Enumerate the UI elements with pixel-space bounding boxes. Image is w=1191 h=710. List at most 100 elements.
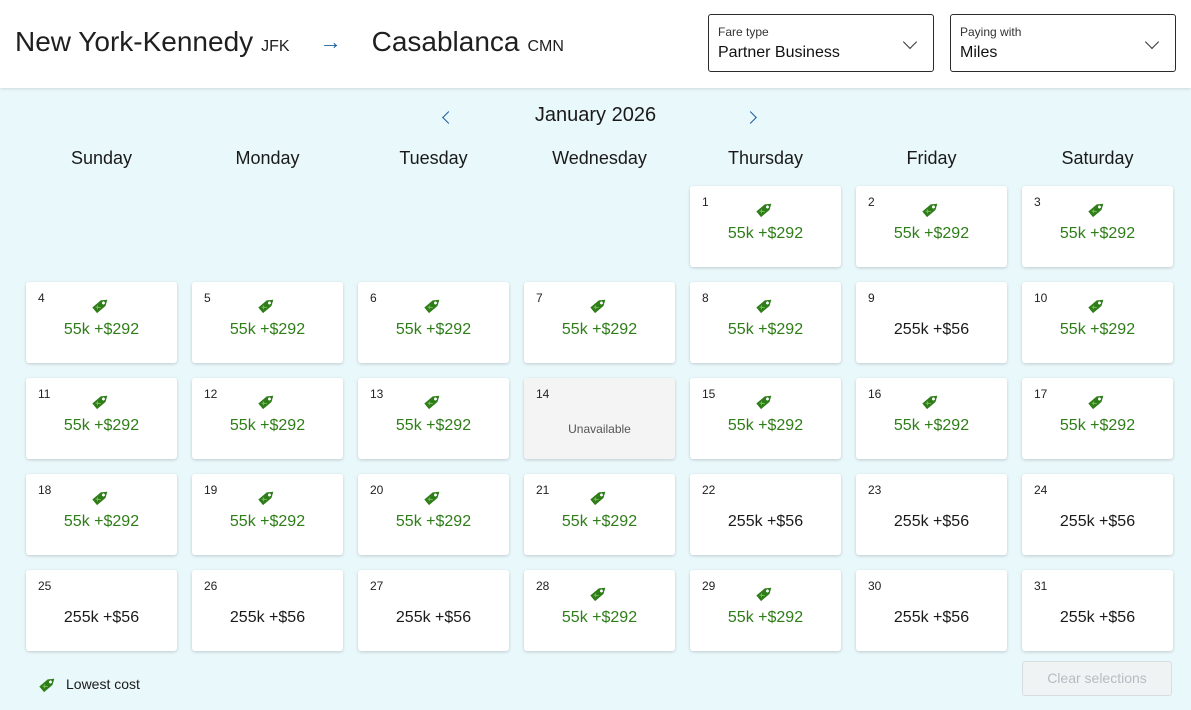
calendar-day-23[interactable]: 23 255k +$56: [856, 474, 1007, 555]
price-tag-icon: [258, 395, 274, 410]
calendar-day-6[interactable]: 6 55k +$292: [358, 282, 509, 363]
day-price: 55k +$292: [727, 609, 804, 626]
price-tag-icon: [92, 395, 108, 410]
day-number: 24: [1034, 483, 1048, 497]
previous-month-button[interactable]: [435, 106, 457, 128]
calendar-day-4[interactable]: 4 55k +$292: [26, 282, 177, 363]
calendar-day-10[interactable]: 10 55k +$292: [1022, 282, 1173, 363]
calendar-day-2[interactable]: 2 55k +$292: [856, 186, 1007, 267]
day-number: 19: [204, 483, 218, 497]
day-price: 55k +$292: [395, 417, 472, 434]
day-price: 255k +$56: [229, 609, 306, 626]
destination-code: CMN: [527, 38, 564, 55]
origin-city: New York-Kennedy: [15, 26, 254, 57]
price-tag-icon: [922, 395, 938, 410]
day-number: 7: [536, 291, 543, 305]
price-tag-icon: [756, 299, 772, 314]
calendar-day-19[interactable]: 19 55k +$292: [192, 474, 343, 555]
day-price: 255k +$56: [1059, 513, 1136, 530]
fare-type-select[interactable]: Fare type Partner Business: [708, 14, 934, 72]
day-price: 255k +$56: [727, 513, 804, 530]
calendar-day-13[interactable]: 13 55k +$292: [358, 378, 509, 459]
calendar-day-27[interactable]: 27 255k +$56: [358, 570, 509, 651]
calendar-day-17[interactable]: 17 55k +$292: [1022, 378, 1173, 459]
day-number: 23: [868, 483, 882, 497]
price-tag-icon: [92, 299, 108, 314]
day-price: 55k +$292: [1059, 417, 1136, 434]
unavailable-label: Unavailable: [568, 422, 631, 436]
calendar-day-8[interactable]: 8 55k +$292: [690, 282, 841, 363]
calendar-day-26[interactable]: 26 255k +$56: [192, 570, 343, 651]
calendar-day-5[interactable]: 5 55k +$292: [192, 282, 343, 363]
weekday-friday: Friday: [906, 148, 957, 168]
calendar-day-16[interactable]: 16 55k +$292: [856, 378, 1007, 459]
calendar-day-1[interactable]: 1 55k +$292: [690, 186, 841, 267]
day-price: 55k +$292: [561, 321, 638, 338]
calendar-day-9[interactable]: 9 255k +$56: [856, 282, 1007, 363]
calendar-day-29[interactable]: 29 55k +$292: [690, 570, 841, 651]
day-number: 16: [868, 387, 882, 401]
calendar-day-18[interactable]: 18 55k +$292: [26, 474, 177, 555]
calendar-day-14: 14 Unavailable: [524, 378, 675, 459]
fare-type-label: Fare type: [718, 25, 769, 39]
calendar-day-20[interactable]: 20 55k +$292: [358, 474, 509, 555]
calendar-day-21[interactable]: 21 55k +$292: [524, 474, 675, 555]
day-number: 17: [1034, 387, 1048, 401]
price-tag-icon: [590, 587, 606, 602]
destination-city: Casablanca: [371, 26, 520, 57]
day-number: 15: [702, 387, 716, 401]
header: New York-Kennedy JFK → Casablanca CMN Fa…: [0, 0, 1191, 88]
day-price: 55k +$292: [561, 609, 638, 626]
weekday-sunday: Sunday: [70, 148, 133, 168]
calendar-day-24[interactable]: 24 255k +$56: [1022, 474, 1173, 555]
calendar-day-15[interactable]: 15 55k +$292: [690, 378, 841, 459]
calendar-day-25[interactable]: 25 255k +$56: [26, 570, 177, 651]
calendar-day-11[interactable]: 11 55k +$292: [26, 378, 177, 459]
calendar-day-30[interactable]: 30 255k +$56: [856, 570, 1007, 651]
calendar-day-31[interactable]: 31 255k +$56: [1022, 570, 1173, 651]
paying-with-select[interactable]: Paying with Miles: [950, 14, 1176, 72]
price-tag-icon: [39, 678, 55, 693]
calendar-day-7[interactable]: 7 55k +$292: [524, 282, 675, 363]
calendar-day-3[interactable]: 3 55k +$292: [1022, 186, 1173, 267]
price-tag-icon: [1088, 299, 1104, 314]
day-number: 18: [38, 483, 52, 497]
day-number: 12: [204, 387, 218, 401]
day-price: 55k +$292: [229, 513, 306, 530]
day-number: 6: [370, 291, 377, 305]
day-price: 55k +$292: [727, 225, 804, 242]
weekday-wednesday: Wednesday: [552, 148, 647, 168]
clear-selections-button[interactable]: Clear selections: [1022, 661, 1172, 696]
fare-type-value: Partner Business: [718, 44, 840, 61]
price-tag-icon: [424, 395, 440, 410]
day-number: 22: [702, 483, 716, 497]
price-tag-icon: [756, 395, 772, 410]
day-price: 55k +$292: [395, 321, 472, 338]
calendar-day-12[interactable]: 12 55k +$292: [192, 378, 343, 459]
price-tag-icon: [1088, 395, 1104, 410]
day-number: 8: [702, 291, 709, 305]
legend: Lowest cost: [37, 673, 140, 695]
day-number: 20: [370, 483, 384, 497]
next-month-button[interactable]: [741, 106, 763, 128]
price-tag-icon: [756, 587, 772, 602]
day-price: 255k +$56: [1059, 609, 1136, 626]
day-price: 255k +$56: [395, 609, 472, 626]
route-summary: New York-Kennedy JFK → Casablanca CMN: [15, 26, 564, 58]
day-number: 2: [868, 195, 875, 209]
day-price: 55k +$292: [1059, 225, 1136, 242]
price-tag-icon: [590, 491, 606, 506]
day-number: 9: [868, 291, 875, 305]
day-number: 14: [536, 387, 550, 401]
day-price: 55k +$292: [63, 417, 140, 434]
calendar-day-28[interactable]: 28 55k +$292: [524, 570, 675, 651]
day-price: 255k +$56: [893, 321, 970, 338]
day-number: 11: [38, 387, 51, 401]
day-number: 27: [370, 579, 384, 593]
price-tag-icon: [590, 299, 606, 314]
price-tag-icon: [922, 203, 938, 218]
day-number: 3: [1034, 195, 1041, 209]
day-price: 255k +$56: [893, 513, 970, 530]
price-tag-icon: [258, 491, 274, 506]
calendar-day-22[interactable]: 22 255k +$56: [690, 474, 841, 555]
